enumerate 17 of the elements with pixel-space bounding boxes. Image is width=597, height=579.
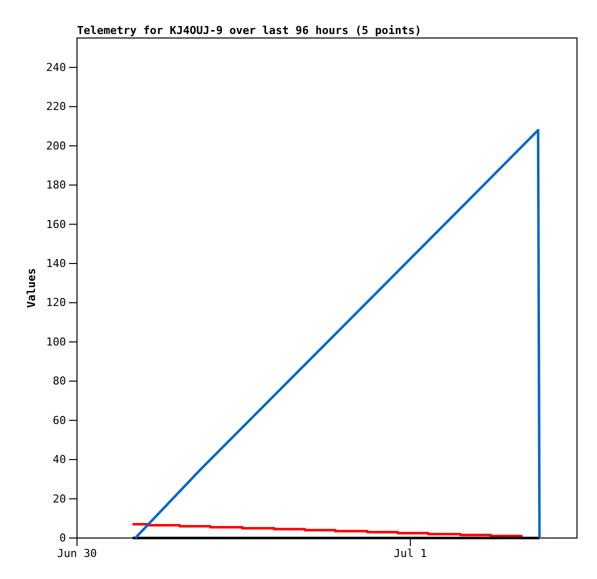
y-tick-label: 100 xyxy=(46,335,66,348)
y-tick-label: 20 xyxy=(52,492,66,506)
y-tick-label: 0 xyxy=(59,532,66,545)
x-tick-label: Jul 1 xyxy=(394,546,427,560)
y-tick-label: 60 xyxy=(52,414,66,427)
x-tick-label: Jun 30 xyxy=(57,546,97,560)
y-tick-label: 240 xyxy=(46,60,66,74)
y-tick-label: 80 xyxy=(52,374,66,388)
chart-title: Telemetry for KJ4OUJ-9 over last 96 hours (5 points) xyxy=(77,24,422,37)
y-tick-label: 180 xyxy=(46,178,66,192)
y-tick-label: 160 xyxy=(46,218,66,231)
y-tick-label: 200 xyxy=(46,139,66,152)
y-tick-label: 220 xyxy=(46,100,66,114)
y-axis-title: Values xyxy=(25,268,38,308)
y-tick-label: 40 xyxy=(52,453,66,466)
y-tick-label: 120 xyxy=(46,296,66,310)
y-tick-label: 140 xyxy=(46,257,66,270)
